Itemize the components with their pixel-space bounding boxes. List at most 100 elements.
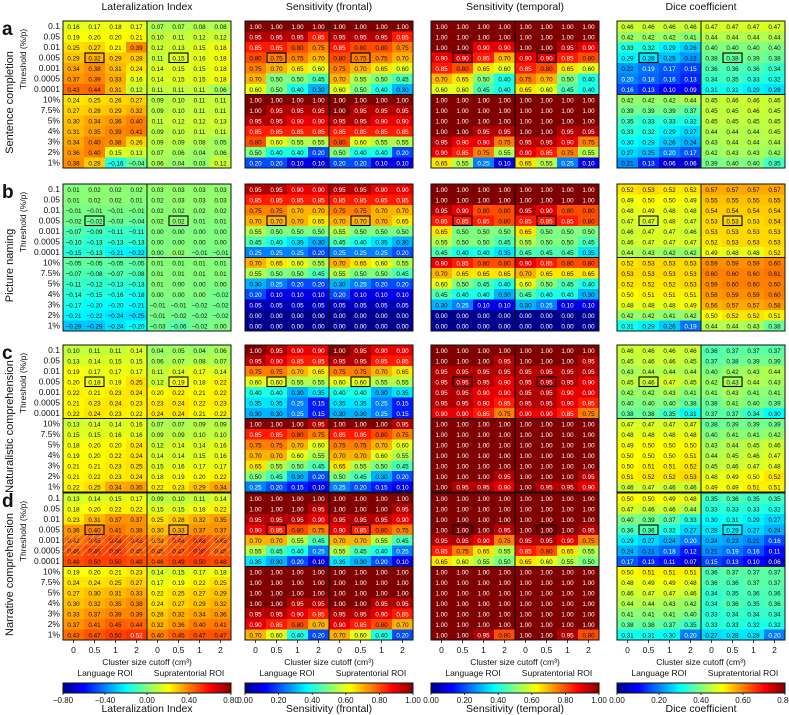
heatmap-cell [452, 629, 474, 641]
heatmap-cell [392, 566, 414, 578]
cell-value: 0.80 [375, 527, 388, 534]
cell-value: 0.05 [214, 139, 227, 146]
cell-value: 0.40 [270, 390, 283, 397]
heatmap-cell [659, 493, 681, 504]
cell-value: 1.00 [354, 580, 367, 587]
heatmap-cell [350, 566, 372, 578]
cell-value: 1.00 [561, 463, 574, 470]
heatmap-cell [308, 524, 330, 536]
cell-value: 0.20 [354, 160, 367, 167]
cell-value: 0.14 [172, 453, 185, 460]
cell-value: 0.54 [747, 208, 760, 215]
cell-value: 0.03 [193, 160, 206, 167]
cell-value: 0.48 [642, 432, 655, 439]
heatmap-cell [680, 73, 702, 85]
heatmap-cell [126, 184, 148, 195]
heatmap-cell [147, 450, 169, 461]
heatmap-cell [638, 345, 660, 356]
heatmap-cell [701, 73, 723, 85]
cell-value: 0.80 [477, 208, 490, 215]
heatmap-cell [392, 126, 414, 137]
heatmap-cell [701, 84, 723, 95]
cell-value: 0.40 [130, 118, 143, 125]
heatmap-cell [578, 566, 600, 578]
cell-value: 1.00 [519, 358, 532, 365]
heatmap-cell [126, 355, 148, 367]
x-tick-label: 0.5 [727, 645, 739, 655]
heatmap-cell [452, 366, 474, 377]
heatmap-cell [287, 493, 309, 504]
heatmap-cell [536, 355, 558, 367]
cell-value: 0.44 [88, 87, 101, 94]
cell-value: 0.18 [151, 474, 164, 481]
heatmap-cell [168, 215, 190, 227]
cell-value: 0.47 [663, 239, 676, 246]
roi-label: Supratentorial ROI [708, 668, 778, 678]
row-label: 4% [48, 450, 61, 460]
heatmap-cell [126, 115, 148, 127]
heatmap-cell [743, 147, 765, 158]
heatmap-cell [308, 503, 330, 515]
cell-value: 0.85 [456, 218, 469, 225]
cell-value: 0.45 [354, 474, 367, 481]
cell-value: 0.01 [67, 197, 80, 204]
cell-value: 0.09 [172, 432, 185, 439]
cell-value: −0.01 [150, 313, 166, 320]
heatmap-cell [659, 366, 681, 377]
cell-value: 0.24 [172, 411, 185, 418]
highlight-box [350, 215, 371, 227]
heatmap-cell [168, 310, 190, 321]
cell-value: 0.31 [705, 87, 718, 94]
heatmap-cell [494, 587, 516, 599]
cell-value: 1.00 [312, 590, 325, 597]
heatmap-cell [189, 289, 211, 300]
heatmap: 0.13 0.14 0.15 0.17 0.09 0.10 0.11 0.140.18 0.20… [62, 492, 232, 641]
cell-value: 0.22 [193, 580, 206, 587]
cell-value: 1.00 [312, 496, 325, 503]
cell-value: 0.95 [333, 187, 346, 194]
heatmap-cell [722, 387, 744, 398]
x-tick-label: 0 [439, 645, 444, 655]
cell-value: 0.37 [726, 411, 739, 418]
heatmap: 1.00 1.00 1.00 1.00 1.00 1.00 1.00 1.000.95 0.95… [244, 20, 414, 169]
colorbar-tick-label: 0.60 [735, 696, 751, 705]
row-label: 0.01 [43, 42, 60, 52]
cell-value: 0.24 [130, 66, 143, 73]
cell-value: 0.60 [375, 260, 388, 267]
heatmap-cell [431, 73, 453, 85]
heatmap-cell [743, 115, 765, 127]
cell-value: 1.00 [561, 421, 574, 428]
heatmap-cell [329, 545, 351, 557]
cell-value: 0.50 [540, 239, 553, 246]
highlight-box [722, 376, 743, 388]
heatmap-cell [701, 345, 723, 356]
cell-value: 0.35 [249, 559, 262, 566]
cell-value: 0.46 [663, 24, 676, 31]
cell-value: 0.28 [768, 87, 781, 94]
cell-value: 1.00 [249, 421, 262, 428]
heatmap-cell [392, 608, 414, 620]
row-label: 10% [43, 419, 60, 429]
cell-value: 0.30 [435, 302, 448, 309]
cell-value: 0.80 [333, 55, 346, 62]
cell-value: 0.75 [354, 55, 367, 62]
heatmap-cell [126, 31, 148, 43]
heatmap-cell [245, 629, 267, 641]
cell-value: 0.55 [498, 548, 511, 555]
heatmap-cell [392, 136, 414, 148]
cell-value: 0.65 [435, 559, 448, 566]
heatmap-cell [473, 194, 495, 206]
heatmap-cell [147, 105, 169, 116]
heatmap-cell [452, 73, 474, 85]
cell-value: 0.40 [684, 611, 697, 618]
heatmap-cell [266, 345, 288, 356]
heatmap-cell [329, 439, 351, 451]
x-tick-label: 0.5 [355, 645, 367, 655]
cell-value: 0.01 [172, 271, 185, 278]
heatmap-cell [266, 556, 288, 567]
cell-value: −0.13 [87, 250, 103, 257]
cell-value: 0.95 [435, 400, 448, 407]
heatmap-cell [287, 397, 309, 409]
heatmap: 0.50 0.50 0.49 0.48 0.35 0.36 0.35 0.350.47 0.46… [616, 492, 786, 641]
heatmap-cell [126, 52, 148, 64]
